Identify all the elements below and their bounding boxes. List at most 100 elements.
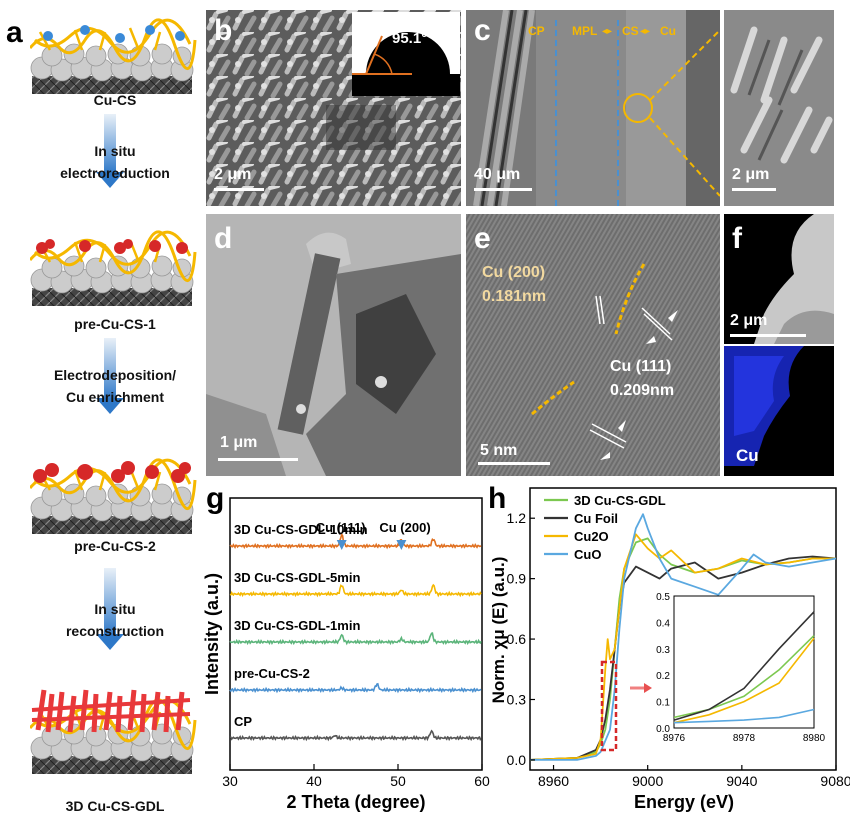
zoom-arrowhead: [644, 683, 652, 693]
layer-label-mpl: MPL: [572, 24, 598, 38]
xanes-inset-series-line: [673, 611, 815, 721]
xrd-peak-label: Cu (111): [316, 520, 366, 535]
panel-label-d: d: [214, 222, 233, 255]
lattice-label-cu111: Cu (111): [610, 358, 672, 375]
xanes-inset-series-line: [673, 637, 815, 724]
panel-label-f: f: [732, 222, 742, 255]
xanes-y-tick-label: 0.0: [507, 752, 527, 768]
xanes-inset-frame: [673, 595, 815, 729]
panel-label-g: g: [206, 482, 225, 515]
xanes-inset-x-tick-label: 8976: [663, 733, 686, 744]
panel-label-c: c: [474, 14, 491, 47]
panel-label-h: h: [488, 482, 507, 515]
xanes-y-tick-label: 0.6: [507, 631, 527, 647]
xanes-inset-x-tick-label: 8980: [803, 733, 826, 744]
scale-bar-b: [214, 188, 264, 191]
scale-bar-c: [474, 188, 532, 191]
xanes-inset-y-tick-label: 0.5: [656, 592, 670, 603]
xrd-series-line: [229, 532, 482, 550]
schematic-stage-4: 3D Cu-CS-GDL: [65, 798, 165, 814]
xanes-x-axis-label: Energy (eV): [634, 792, 734, 812]
scale-bar-d: [218, 458, 298, 461]
lattice-spacing-cu200: 0.181nm: [482, 288, 547, 305]
xanes-legend-label: Cu Foil: [574, 511, 618, 526]
tem-image-d: [206, 214, 461, 476]
xrd-series-label: CP: [234, 714, 252, 729]
xanes-y-axis-label: Norm. χμ (E) (a.u.): [489, 557, 508, 704]
arrow-mpl-cs: ◂▸: [602, 26, 613, 37]
scale-text-c: 40 μm: [474, 166, 521, 183]
scale-bar-f: [730, 334, 806, 337]
schematic-stage-2: pre-Cu-CS-1: [74, 316, 156, 332]
xanes-inset-x-tick-label: 8978: [733, 733, 756, 744]
sem-image-b: [206, 10, 461, 206]
schematic-step-1: In situ electroreduction: [60, 143, 170, 181]
xanes-y-tick-label: 0.3: [507, 692, 527, 708]
xanes-plot-frame: [529, 487, 837, 771]
xrd-x-tick-label: 30: [222, 773, 238, 789]
eds-element-label: Cu: [736, 446, 759, 465]
xanes-legend-label: Cu2O: [574, 529, 609, 544]
xrd-chart: Cu (111) Cu (200) 3D Cu-CS-GDL-10min 3D Cu…: [202, 497, 490, 812]
xrd-peak-marker: [336, 540, 347, 550]
eds-map-cu: [724, 346, 834, 476]
contact-angle-inset: 95.1°: [352, 12, 460, 96]
scale-bar-e: [478, 462, 550, 465]
xanes-x-tick-label: 9080: [820, 773, 850, 789]
xanes-inset-y-tick-label: 0.2: [656, 671, 670, 682]
scale-text-f: 2 μm: [730, 312, 768, 329]
sem-image-c: [466, 10, 720, 206]
sem-image-c-zoom: [724, 10, 834, 206]
zoom-region-box: [600, 660, 618, 752]
xanes-x-tick-label: 9040: [726, 773, 757, 789]
xrd-series-line: [229, 682, 482, 694]
xrd-x-tick-label: 60: [474, 773, 490, 789]
layer-label-cs: CS: [622, 24, 639, 38]
xanes-chart: 0.0 0.3 0.6 0.9 1.2 8960 9000 9040 9080 3D Cu-C…: [489, 487, 850, 812]
xrd-y-axis-label: Intensity (a.u.): [202, 573, 222, 695]
xanes-inset-series-line: [673, 635, 815, 719]
xrd-x-axis-label: 2 Theta (degree): [286, 792, 425, 812]
schematic-stage-1: Cu-CS: [93, 92, 137, 108]
xrd-x-tick-label: 50: [390, 773, 406, 789]
hrtem-image-e: [466, 214, 720, 476]
xrd-series-line: [229, 632, 482, 646]
panel-label-a: a: [6, 16, 23, 49]
scale-text-e: 5 nm: [480, 442, 518, 459]
xrd-series-label: 3D Cu-CS-GDL-5min: [234, 570, 360, 585]
xanes-series-line: [530, 513, 837, 761]
xanes-y-tick-label: 0.9: [507, 571, 527, 587]
xanes-x-tick-label: 9000: [632, 773, 663, 789]
scale-text-d: 1 μm: [220, 434, 258, 451]
scale-text-c-zoom: 2 μm: [732, 166, 770, 183]
layer-label-cu: Cu: [660, 24, 676, 38]
panel-label-b: b: [214, 14, 233, 47]
lattice-label-cu200: Cu (200): [482, 264, 546, 281]
xanes-x-tick-label: 8960: [538, 773, 569, 789]
xrd-x-tick-label: 40: [306, 773, 322, 789]
xanes-legend-label: CuO: [574, 547, 601, 562]
schematic-diagram: [30, 18, 197, 775]
xanes-inset-y-tick-label: 0.4: [656, 618, 670, 629]
schematic-step-3: In situ reconstruction: [65, 601, 164, 639]
xrd-series-label: 3D Cu-CS-GDL-10min: [234, 522, 368, 537]
lattice-spacing-cu111: 0.209nm: [610, 382, 675, 399]
xrd-peak-label: Cu (200): [379, 520, 430, 535]
xanes-inset-y-tick-label: 0.3: [656, 645, 670, 656]
contact-angle-value: 95.1°: [392, 30, 428, 47]
scale-text-b: 2 μm: [214, 166, 252, 183]
xrd-series-label: pre-Cu-CS-2: [234, 666, 310, 681]
xrd-series-line: [229, 583, 482, 598]
schematic-stage-3: pre-Cu-CS-2: [74, 538, 156, 554]
scale-bar-c-zoom: [732, 188, 776, 191]
xanes-inset-series-line: [673, 708, 815, 724]
xrd-series-line: [229, 729, 482, 742]
arrow-cs-cu: ◂▸: [640, 26, 651, 37]
haadf-image-f: [724, 214, 834, 344]
layer-label-cp: CP: [528, 24, 545, 38]
xanes-inset-y-tick-label: 0.1: [656, 698, 670, 709]
xanes-legend-label: 3D Cu-CS-GDL: [574, 493, 666, 508]
xrd-plot-frame: [229, 497, 483, 771]
schematic-step-2: Electrodeposition/ Cu enrichment: [53, 367, 177, 405]
panel-label-e: e: [474, 222, 491, 255]
